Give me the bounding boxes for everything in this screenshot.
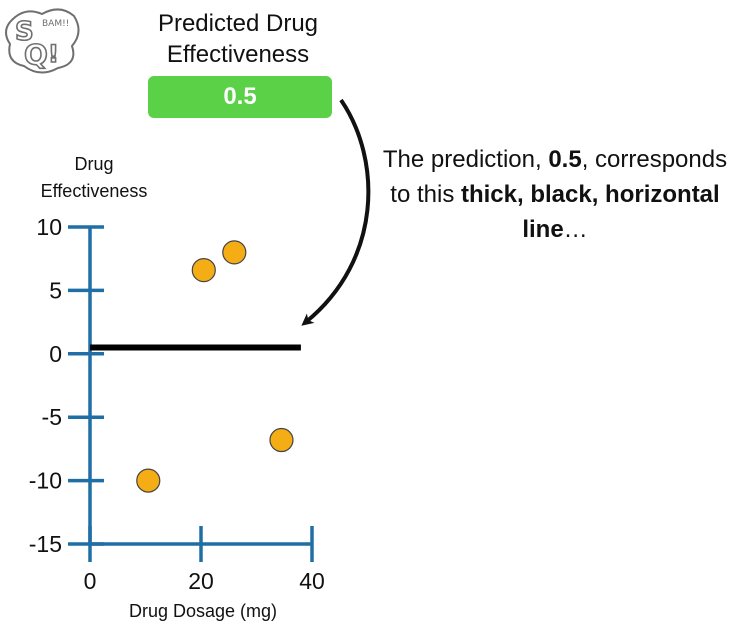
svg-text:!: ! — [48, 40, 59, 68]
svg-text:S: S — [15, 17, 34, 47]
x-axis-label: Drug Dosage (mg) — [129, 601, 277, 621]
y-tick-label: -15 — [29, 531, 62, 557]
curved-arrow-icon — [301, 98, 371, 326]
annotation-bold: thick, black, horizontal line — [460, 181, 720, 243]
data-point — [191, 258, 216, 283]
data-point — [269, 427, 294, 453]
y-tick-label: 10 — [36, 214, 62, 240]
svg-text:Q: Q — [24, 38, 48, 71]
annotation-part1: The prediction, — [382, 146, 549, 173]
annotation-value: 0.5 — [548, 146, 582, 173]
y-axis-label-line2: Effectiveness — [41, 181, 148, 201]
statquest-logo-icon: S Q ! BAM!! — [5, 8, 80, 74]
svg-text:BAM!!: BAM!! — [42, 19, 69, 29]
x-tick-label: 40 — [299, 568, 325, 594]
data-point — [136, 468, 161, 493]
annotation-text: The prediction, 0.5, corresponds to this… — [380, 142, 730, 247]
y-axis-label-line1: Drug — [74, 154, 113, 174]
data-point — [222, 240, 247, 265]
x-tick-label: 20 — [188, 568, 214, 594]
x-tick-label: 0 — [84, 568, 97, 594]
y-tick-label: 0 — [49, 341, 62, 367]
y-tick-label: -10 — [29, 468, 62, 494]
y-tick-label: 5 — [49, 277, 62, 303]
annotation-part3: … — [563, 216, 588, 243]
y-tick-label: -5 — [42, 404, 62, 430]
prediction-value-badge: 0.5 — [148, 76, 332, 118]
prediction-title: Predicted Drug Effectiveness — [157, 10, 319, 68]
annotation-part2: , corresponds to this — [390, 146, 728, 208]
